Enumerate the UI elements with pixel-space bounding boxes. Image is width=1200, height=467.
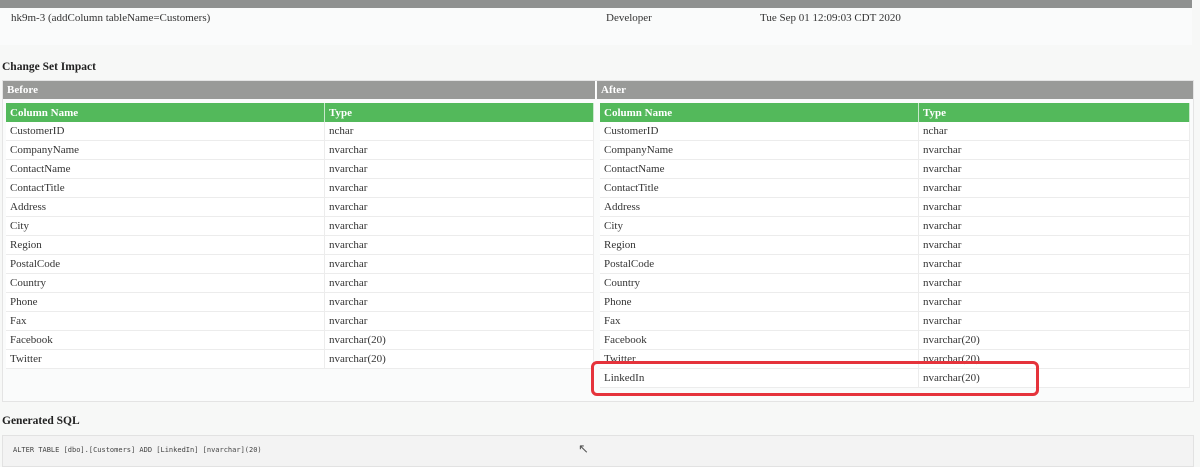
- table-row: PostalCode nvarchar: [6, 254, 594, 274]
- after-table: Column Name Type CustomerID nchar CompanyNa…: [600, 103, 1190, 388]
- column-type: nvarchar: [324, 178, 594, 198]
- changeset-table: hk9m-3 (addColumn tableName=Customers) D…: [0, 0, 1192, 45]
- table-row: LinkedIn nvarchar(20): [600, 368, 1190, 388]
- table-row: City nvarchar: [6, 216, 594, 236]
- before-header: Before: [3, 81, 596, 99]
- sql-statement: ALTER TABLE [dbo].[Customers] ADD [Linke…: [13, 446, 262, 454]
- table-row: CustomerID nchar: [6, 122, 594, 141]
- table-row: Country nvarchar: [600, 273, 1190, 293]
- column-name: Facebook: [6, 330, 325, 350]
- table-row: ContactName nvarchar: [600, 159, 1190, 179]
- col-name-header: Column Name: [6, 103, 325, 122]
- column-type: nvarchar: [918, 197, 1190, 217]
- column-name: Region: [600, 235, 919, 255]
- changeset-id: hk9m-3 (addColumn tableName=Customers): [11, 12, 211, 24]
- column-name: Address: [600, 197, 919, 217]
- column-type: nvarchar(20): [324, 349, 594, 369]
- mouse-cursor-icon: ↖: [578, 441, 589, 456]
- column-name: LinkedIn: [600, 368, 919, 388]
- column-name: PostalCode: [600, 254, 919, 274]
- new-column-highlight: [591, 361, 1039, 396]
- before-table: Column Name Type CustomerID nchar CompanyNa…: [6, 103, 594, 369]
- column-name: City: [6, 216, 325, 236]
- column-type: nvarchar: [324, 140, 594, 160]
- table-row: Facebook nvarchar(20): [6, 330, 594, 350]
- col-name-header: Column Name: [600, 103, 919, 122]
- column-name: City: [600, 216, 919, 236]
- column-type: nvarchar: [324, 235, 594, 255]
- impact-panel: Before After Column Name Type CustomerID n…: [2, 80, 1194, 402]
- column-type: nvarchar: [918, 235, 1190, 255]
- after-header: After: [597, 81, 1193, 99]
- column-name: ContactName: [6, 159, 325, 179]
- column-name: Fax: [600, 311, 919, 331]
- column-type: nvarchar: [324, 254, 594, 274]
- table-row: PostalCode nvarchar: [600, 254, 1190, 274]
- table-row: City nvarchar: [600, 216, 1190, 236]
- sql-title: Generated SQL: [2, 415, 80, 427]
- table-row: Phone nvarchar: [6, 292, 594, 312]
- changeset-author: Developer: [606, 12, 652, 24]
- changeset-date: Tue Sep 01 12:09:03 CDT 2020: [760, 12, 901, 24]
- column-name: Phone: [6, 292, 325, 312]
- column-type: nvarchar: [324, 197, 594, 217]
- column-type: nvarchar: [324, 311, 594, 331]
- column-name: Country: [6, 273, 325, 293]
- table-row: Region nvarchar: [6, 235, 594, 255]
- column-name: CustomerID: [600, 122, 919, 141]
- col-type-header: Type: [324, 103, 594, 122]
- column-type: nvarchar(20): [918, 368, 1190, 388]
- column-type: nvarchar: [324, 273, 594, 293]
- table-row: Country nvarchar: [6, 273, 594, 293]
- column-name: ContactTitle: [6, 178, 325, 198]
- column-name: CustomerID: [6, 122, 325, 141]
- column-name: Phone: [600, 292, 919, 312]
- column-type: nchar: [324, 122, 594, 141]
- column-name: PostalCode: [6, 254, 325, 274]
- column-name: Twitter: [6, 349, 325, 369]
- column-name: Fax: [6, 311, 325, 331]
- column-type: nvarchar: [324, 292, 594, 312]
- column-type: nvarchar: [324, 216, 594, 236]
- column-type: nvarchar: [918, 178, 1190, 198]
- table-row: Address nvarchar: [600, 197, 1190, 217]
- column-name: ContactName: [600, 159, 919, 179]
- column-type: nvarchar: [918, 254, 1190, 274]
- table-row: ContactTitle nvarchar: [600, 178, 1190, 198]
- table-row: Fax nvarchar: [600, 311, 1190, 331]
- column-type: nvarchar: [324, 159, 594, 179]
- table-row: ContactTitle nvarchar: [6, 178, 594, 198]
- column-type: nvarchar: [918, 311, 1190, 331]
- column-type: nchar: [918, 122, 1190, 141]
- table-row: Facebook nvarchar(20): [600, 330, 1190, 350]
- column-name: Country: [600, 273, 919, 293]
- column-name: CompanyName: [6, 140, 325, 160]
- column-name: Address: [6, 197, 325, 217]
- table-row: Phone nvarchar: [600, 292, 1190, 312]
- column-type: nvarchar: [918, 140, 1190, 160]
- table-row: CompanyName nvarchar: [600, 140, 1190, 160]
- table-row: Address nvarchar: [6, 197, 594, 217]
- column-type: nvarchar: [918, 216, 1190, 236]
- column-type: nvarchar: [918, 159, 1190, 179]
- column-type: nvarchar: [918, 273, 1190, 293]
- column-type: nvarchar(20): [918, 330, 1190, 350]
- column-type: nvarchar(20): [324, 330, 594, 350]
- table-row: Fax nvarchar: [6, 311, 594, 331]
- column-name: Facebook: [600, 330, 919, 350]
- column-name: ContactTitle: [600, 178, 919, 198]
- sql-box: ALTER TABLE [dbo].[Customers] ADD [Linke…: [2, 435, 1194, 467]
- table-row: Region nvarchar: [600, 235, 1190, 255]
- column-type: nvarchar: [918, 292, 1190, 312]
- column-name: Region: [6, 235, 325, 255]
- changeset-table-header: [0, 0, 1192, 8]
- table-row: CustomerID nchar: [600, 122, 1190, 141]
- impact-title: Change Set Impact: [2, 61, 96, 73]
- table-row: ContactName nvarchar: [6, 159, 594, 179]
- column-name: CompanyName: [600, 140, 919, 160]
- table-row: Twitter nvarchar(20): [6, 349, 594, 369]
- table-row: CompanyName nvarchar: [6, 140, 594, 160]
- col-type-header: Type: [918, 103, 1190, 122]
